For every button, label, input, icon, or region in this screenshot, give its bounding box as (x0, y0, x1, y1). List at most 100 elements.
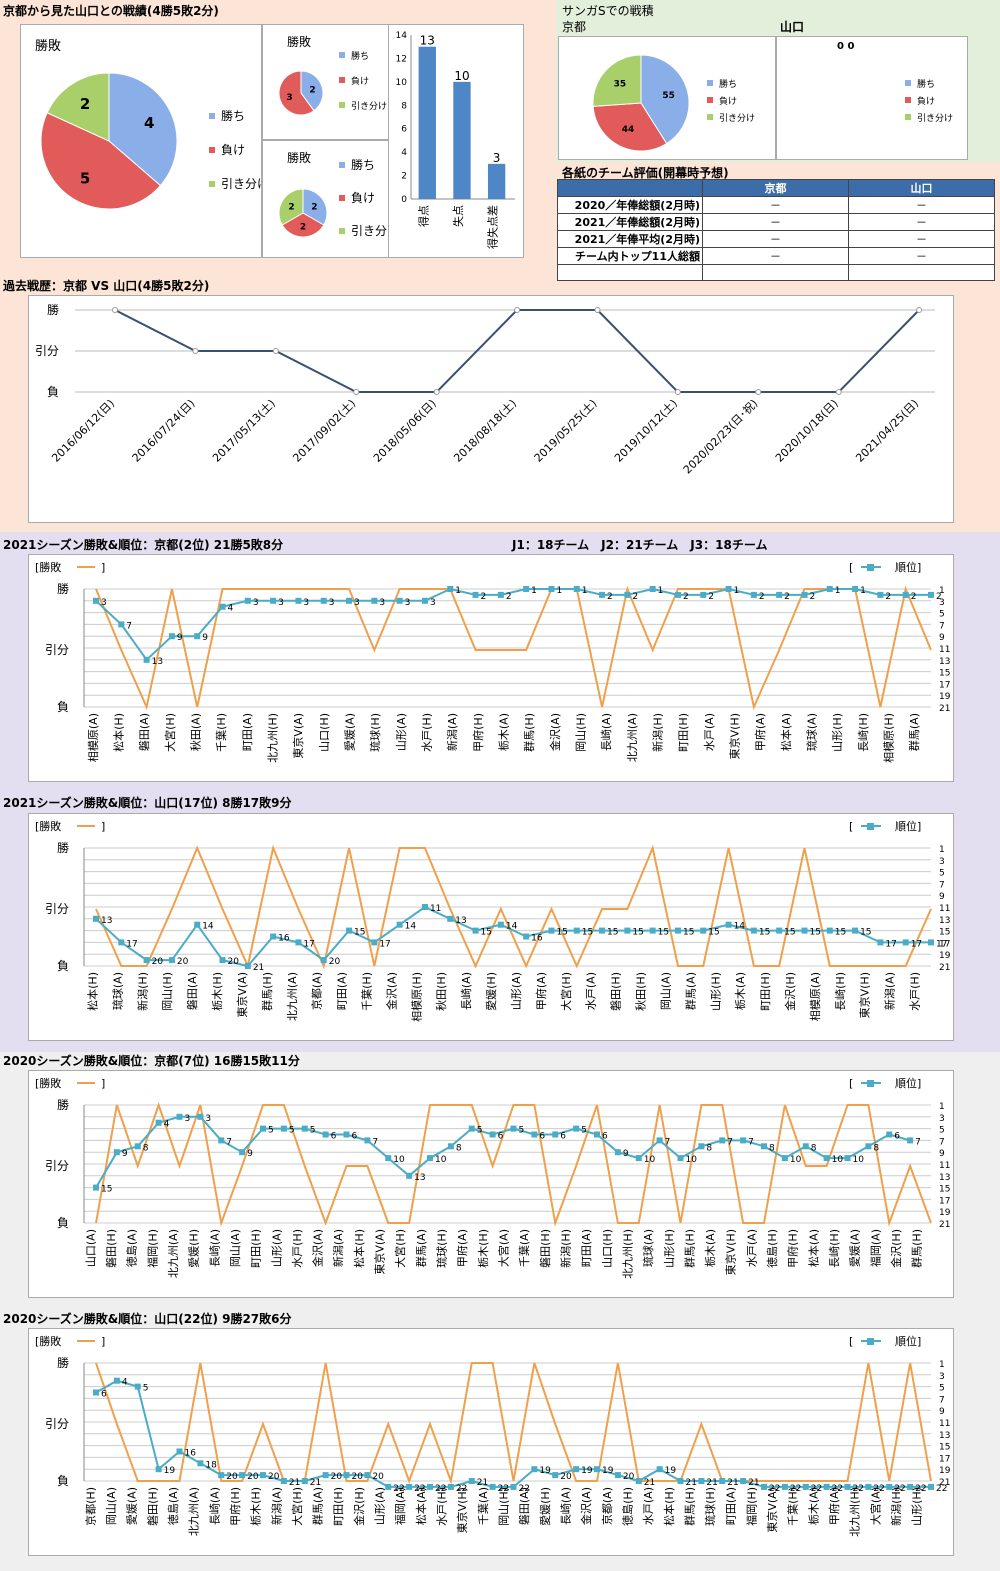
x-opponent-label: 磐田(H) (104, 1229, 118, 1268)
bar-value-label: 3 (493, 151, 501, 165)
rank-value-label: 3 (253, 598, 259, 608)
rank-value-label: 15 (658, 928, 669, 938)
history-point (916, 307, 923, 313)
legend-label: [ (849, 820, 853, 833)
rank-marker (396, 597, 403, 604)
rank-value-label: 21 (727, 1478, 738, 1488)
rank-marker (489, 1483, 496, 1490)
rank-value-label: 2 (607, 592, 613, 602)
x-opponent-label: 東京V(A) (765, 1487, 779, 1533)
rank-value-label: 8 (706, 1143, 712, 1153)
y-tick-label: 4 (401, 148, 407, 158)
x-opponent-label: 徳島(H) (620, 1487, 634, 1526)
x-opponent-label: 京都(H) (83, 1487, 97, 1526)
y-level-label: 負 (57, 1216, 69, 1230)
x-opponent-label: 町田(H) (250, 1229, 263, 1268)
rank-value-label: 15 (708, 928, 719, 938)
rank-value-label: 21 (748, 1478, 759, 1488)
rank-tick-label: 13 (939, 1431, 950, 1441)
x-opponent-label: 岡山(H) (161, 972, 174, 1011)
x-opponent-label: 大宮(A) (868, 1487, 882, 1525)
rank-marker (447, 1483, 454, 1490)
x-opponent-label: 甲府(H) (471, 713, 485, 752)
legend-label: 負け (351, 75, 369, 87)
x-opponent-label: 栃木(A) (497, 713, 511, 751)
y-level-label: 勝 (57, 1355, 69, 1370)
rank-value-label: 5 (143, 1384, 149, 1394)
x-opponent-label: 北九州(A) (626, 713, 639, 762)
rank-value-label: 14 (734, 922, 746, 932)
bar (487, 163, 506, 199)
legend-label: 勝ち (917, 78, 935, 90)
rank-value-label: 20 (247, 1472, 259, 1482)
rank-marker (802, 1483, 809, 1490)
x-date-label: 2019/05/25(土) (532, 397, 600, 465)
rank-value-label: 20 (352, 1472, 364, 1482)
x-date-label: 2017/09/02(土) (290, 397, 358, 465)
rank-value-label: 3 (379, 598, 385, 608)
rank-tick-label: 7 (939, 1395, 945, 1405)
rank-value-label: 21 (289, 1478, 300, 1488)
rank-value-label: 15 (683, 928, 694, 938)
rank-value-label: 17 (126, 939, 137, 949)
x-opponent-label: 大宮(A) (497, 1229, 511, 1267)
x-opponent-label: 山口(H) (601, 1229, 614, 1268)
y-level-label: 引分 (45, 1417, 69, 1431)
rank-value-label: 19 (539, 1466, 551, 1476)
rank-marker (168, 633, 175, 640)
pie-value-label: 2 (309, 85, 315, 95)
rank-marker (176, 1448, 183, 1455)
rank-value-label: 1 (734, 586, 740, 596)
rank-marker (497, 591, 504, 598)
x-opponent-label: 大宮(H) (393, 1229, 407, 1268)
rank-value-label: 3 (205, 1114, 211, 1124)
rank-value-label: 20 (152, 957, 164, 967)
rank-tick-label: 3 (939, 1114, 945, 1124)
y-tick-label: 12 (396, 54, 407, 64)
x-opponent-label: 甲府(H) (228, 1487, 242, 1526)
rank-value-label: 8 (873, 1143, 879, 1153)
away-pie-label: 勝敗 (287, 151, 312, 165)
x-opponent-label: 大宮(H) (290, 1487, 304, 1526)
x-opponent-label: 大宮(H) (559, 972, 573, 1011)
rank-value-label: 22 (915, 1484, 926, 1494)
rank-value-label: 3 (101, 598, 107, 608)
rank-marker (280, 1478, 287, 1484)
rank-value-label: 3 (303, 598, 309, 608)
x-opponent-label: 山形(H) (831, 713, 844, 752)
legend-swatch (339, 52, 345, 58)
x-opponent-label: 松本(A) (806, 1229, 820, 1267)
rank-marker (801, 927, 808, 934)
rank-value-label: 3 (354, 598, 360, 608)
rank-value-label: 3 (405, 598, 411, 608)
x-opponent-label: 町田(H) (677, 713, 690, 752)
rank-value-label: 22 (498, 1484, 509, 1494)
x-date-label: 2018/05/06(日) (371, 397, 439, 465)
rank-marker (907, 1483, 914, 1490)
away-pie-panel: 勝敗 2 2 2 勝ち 負け 引き分け (262, 140, 399, 258)
rank-marker (219, 957, 226, 964)
legend-swatch (707, 80, 713, 86)
rank-marker (599, 591, 606, 598)
x-opponent-label: 新潟(H) (889, 1487, 903, 1526)
rank-value-label: 5 (581, 1126, 587, 1136)
overall-pie-panel: 勝敗 4 5 2 勝ち 負け 引き分け (20, 24, 269, 258)
x-opponent-label: 愛媛(H) (484, 972, 498, 1011)
rank-value-label: 2 (759, 592, 765, 602)
rank-marker (322, 1472, 329, 1479)
rank-value-label: 19 (164, 1466, 176, 1476)
rank-value-label: 5 (310, 1126, 316, 1136)
rank-marker (531, 1466, 538, 1473)
rank-tick-label: 21 (939, 1220, 950, 1230)
x-opponent-label: 長崎(A) (207, 1229, 221, 1267)
rank-value-label: 14 (405, 922, 417, 932)
rank-marker (194, 921, 201, 928)
rank-value-label: 8 (456, 1143, 462, 1153)
rank-value-label: 8 (143, 1143, 149, 1153)
rank-value-label: 15 (556, 928, 567, 938)
x-opponent-label: 千葉(A) (476, 1487, 490, 1525)
rank-value-label: 5 (477, 1126, 483, 1136)
legend-swatch (209, 181, 215, 187)
